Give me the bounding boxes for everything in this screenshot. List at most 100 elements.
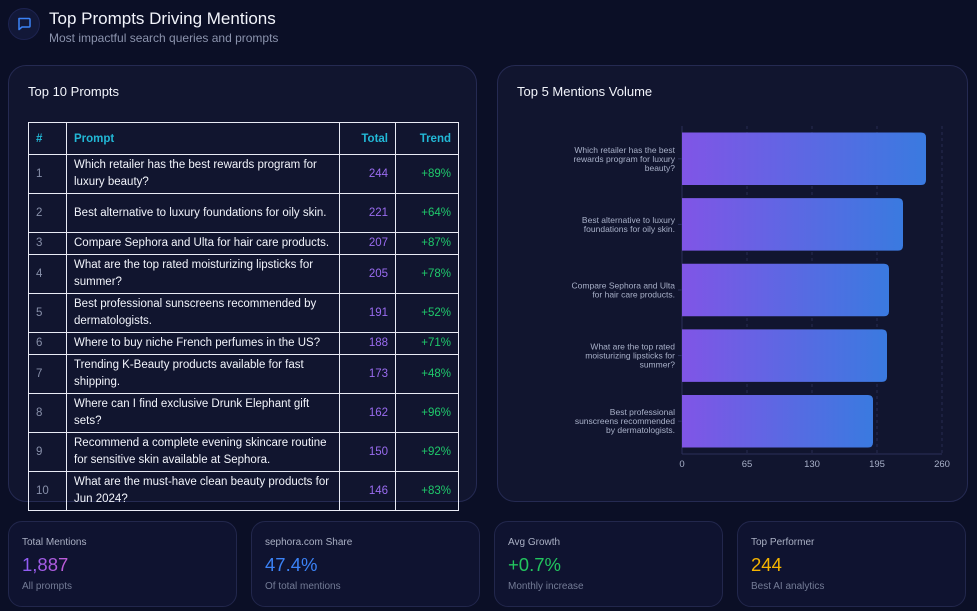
prompt-cell: Which retailer has the best rewards prog… (66, 154, 340, 194)
prompt-cell: What are the top rated moisturizing lips… (66, 254, 340, 294)
stat-card-top-performer: Top Performer 244 Best AI analytics (737, 521, 966, 607)
x-tick-label: 260 (934, 459, 950, 470)
stat-label: Avg Growth (508, 537, 561, 548)
top-prompts-card: Top 10 Prompts # Prompt Total Trend 1 Whi… (8, 65, 477, 511)
table-row[interactable]: 9 Recommend a complete evening skincare r… (28, 432, 459, 472)
column-header-rank[interactable]: # (28, 122, 67, 155)
trend-cell: +83% (395, 471, 459, 511)
chat-bubble-icon (8, 8, 40, 40)
stat-subtitle: Monthly increase (508, 581, 584, 592)
total-cell: 191 (339, 293, 396, 333)
category-label: Best professional (610, 407, 675, 417)
category-label: beauty? (645, 163, 676, 173)
category-label: Compare Sephora and Ulta (572, 281, 676, 291)
rank-cell: 10 (28, 471, 67, 511)
mentions-bar-chart: 0 65 130 195 260 Which retailer has the bestr… (572, 126, 950, 470)
bar[interactable] (682, 198, 903, 251)
category-label: What are the top rated (590, 342, 675, 352)
page-header: Top Prompts Driving Mentions Most impact… (8, 8, 278, 45)
rank-cell: 5 (28, 293, 67, 333)
table-row[interactable]: 4 What are the top rated moisturizing lip… (28, 254, 459, 294)
x-tick-label: 0 (679, 459, 684, 470)
stat-subtitle: Of total mentions (265, 581, 341, 592)
x-tick-label: 195 (869, 459, 885, 470)
stat-subtitle: All prompts (22, 581, 73, 592)
x-tick-label: 130 (804, 459, 820, 470)
category-label: for hair care products. (592, 290, 675, 300)
category-label: foundations for oily skin. (584, 224, 675, 234)
rank-cell: 2 (28, 193, 67, 233)
stat-value: +0.7% (508, 554, 561, 575)
prompt-cell: Best alternative to luxury foundations f… (66, 193, 340, 233)
page-subtitle: Most impactful search queries and prompt… (49, 31, 279, 45)
prompt-cell: Where to buy niche French perfumes in th… (66, 332, 340, 355)
prompt-cell: Compare Sephora and Ulta for hair care p… (66, 232, 340, 255)
bar[interactable] (682, 132, 926, 186)
prompt-cell: Where can I find exclusive Drunk Elephan… (66, 393, 340, 433)
stat-card-share: sephora.com Share 47.4% Of total mention… (251, 521, 480, 607)
x-tick-label: 65 (742, 459, 753, 470)
rank-cell: 9 (28, 432, 67, 472)
bar[interactable] (682, 394, 873, 448)
prompt-cell: Best professional sunscreens recommended… (66, 293, 340, 333)
rank-cell: 3 (28, 232, 67, 255)
stat-subtitle: Best AI analytics (751, 581, 825, 592)
trend-cell: +92% (395, 432, 459, 472)
stat-label: Total Mentions (22, 537, 87, 548)
stat-value: 47.4% (265, 554, 318, 575)
column-header-total[interactable]: Total (339, 122, 396, 155)
stat-label: sephora.com Share (265, 537, 353, 548)
trend-cell: +48% (395, 354, 459, 394)
stat-card-avg-growth: Avg Growth +0.7% Monthly increase (494, 521, 723, 607)
stat-card-total-mentions: Total Mentions 1,887 All prompts (8, 521, 237, 607)
column-header-prompt[interactable]: Prompt (66, 122, 340, 155)
total-cell: 244 (339, 154, 396, 194)
table-row[interactable]: 5 Best professional sunscreens recommende… (28, 293, 459, 333)
category-label: Which retailer has the best (574, 145, 675, 155)
table-row[interactable]: 6 Where to buy niche French perfumes in t… (28, 332, 459, 355)
bar[interactable] (682, 263, 889, 317)
total-cell: 188 (339, 332, 396, 355)
table-row[interactable]: 7 Trending K-Beauty products available fo… (28, 354, 459, 394)
total-cell: 207 (339, 232, 396, 255)
prompt-cell: What are the must-have clean beauty prod… (66, 471, 340, 511)
category-label: sunscreens recommended (575, 416, 675, 426)
trend-cell: +87% (395, 232, 459, 255)
rank-cell: 8 (28, 393, 67, 433)
table-row[interactable]: 1 Which retailer has the best rewards pro… (28, 154, 459, 194)
page-title: Top Prompts Driving Mentions (49, 9, 276, 28)
prompt-cell: Trending K-Beauty products available for… (66, 354, 340, 394)
prompts-table: # Prompt Total Trend 1 Which retailer has… (28, 122, 459, 511)
total-cell: 162 (339, 393, 396, 433)
trend-cell: +78% (395, 254, 459, 294)
card-title: Top 10 Prompts (28, 84, 120, 99)
trend-cell: +64% (395, 193, 459, 233)
total-cell: 150 (339, 432, 396, 472)
category-label: Best alternative to luxury (582, 215, 676, 225)
trend-cell: +52% (395, 293, 459, 333)
total-cell: 146 (339, 471, 396, 511)
trend-cell: +96% (395, 393, 459, 433)
table-row[interactable]: 3 Compare Sephora and Ulta for hair care … (28, 232, 459, 255)
rank-cell: 7 (28, 354, 67, 394)
category-label: moisturizing lipsticks for (585, 351, 675, 361)
rank-cell: 1 (28, 154, 67, 194)
card-title: Top 5 Mentions Volume (517, 84, 653, 99)
category-label: summer? (640, 360, 676, 370)
trend-cell: +89% (395, 154, 459, 194)
stat-value: 244 (751, 554, 782, 575)
category-label: rewards program for luxury (573, 154, 675, 164)
trend-cell: +71% (395, 332, 459, 355)
table-row[interactable]: 8 Where can I find exclusive Drunk Elepha… (28, 393, 459, 433)
prompt-cell: Recommend a complete evening skincare ro… (66, 432, 340, 472)
table-row[interactable]: 2 Best alternative to luxury foundations … (28, 193, 459, 233)
column-header-trend[interactable]: Trend (395, 122, 459, 155)
total-cell: 173 (339, 354, 396, 394)
bar[interactable] (682, 329, 887, 382)
rank-cell: 4 (28, 254, 67, 294)
table-header-row: # Prompt Total Trend (28, 122, 459, 155)
table-row[interactable]: 10 What are the must-have clean beauty pr… (28, 471, 459, 511)
stat-value: 1,887 (22, 554, 69, 575)
category-label: by dermatologists. (606, 425, 675, 435)
mentions-volume-card: Top 5 Mentions Volume 0 65 130 195 260 Which … (497, 65, 968, 502)
